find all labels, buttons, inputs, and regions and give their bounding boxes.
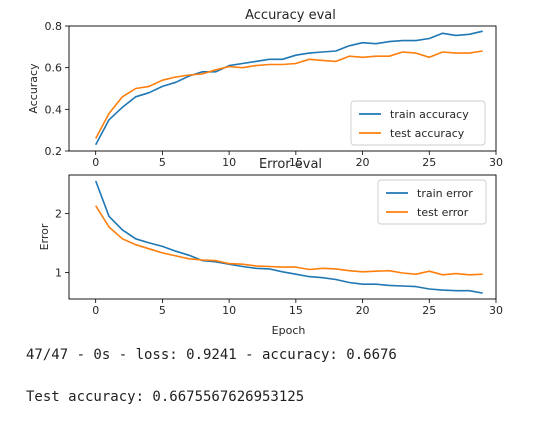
x-axis-label: Epoch [272,324,306,337]
series-line-test-error [95,205,483,276]
y-tick-label: 0.6 [45,62,63,75]
x-tick-label: 10 [222,156,236,169]
x-tick-label: 20 [356,156,370,169]
x-tick-label: 30 [489,156,503,169]
y-tick-label: 0.4 [45,103,63,116]
test-accuracy-line: Test accuracy: 0.6675567626953125 [26,389,305,405]
legend-box [350,100,486,146]
error-chart: 0 5 10 15 20 25 30 1 2 Error eval Error Epoch train … [38,157,503,337]
legend-label: train error [417,187,473,200]
series-line-test-accuracy [94,50,483,139]
x-tick-label: 25 [422,156,436,169]
chart-title: Accuracy eval [245,8,336,23]
chart-title: Error eval [259,157,322,172]
accuracy-chart: 0 5 10 15 20 25 30 0.2 0.4 0.6 0.8 Accuracy eval Acc… [27,8,503,169]
axes-frame [68,174,497,300]
y-tick-label: 0.2 [45,145,63,158]
x-tick-label: 5 [159,156,166,169]
x-tick-label: 5 [159,304,166,317]
x-tick-label: 10 [222,304,236,317]
legend-label: test accuracy [390,127,465,140]
legend-box [377,179,487,225]
series-line-train-error [94,180,483,294]
y-tick-label: 2 [55,207,62,220]
x-tick-label: 0 [92,156,99,169]
y-tick-label: 1 [55,266,62,279]
y-axis-label: Error [38,223,51,250]
y-tick-label: 0.8 [45,20,63,33]
x-tick-label: 15 [289,304,303,317]
legend-label: test error [417,206,469,219]
x-tick-label: 20 [356,304,370,317]
legend-label: train accuracy [390,108,469,121]
training-log-line: 47/47 - 0s - loss: 0.9241 - accuracy: 0.… [26,347,397,363]
x-tick-label: 15 [289,156,303,169]
x-tick-label: 25 [422,304,436,317]
x-tick-label: 0 [92,304,99,317]
series-line-train-accuracy [94,30,483,146]
y-axis-label: Accuracy [27,63,40,114]
axes-frame [68,25,497,152]
x-tick-label: 30 [489,304,503,317]
